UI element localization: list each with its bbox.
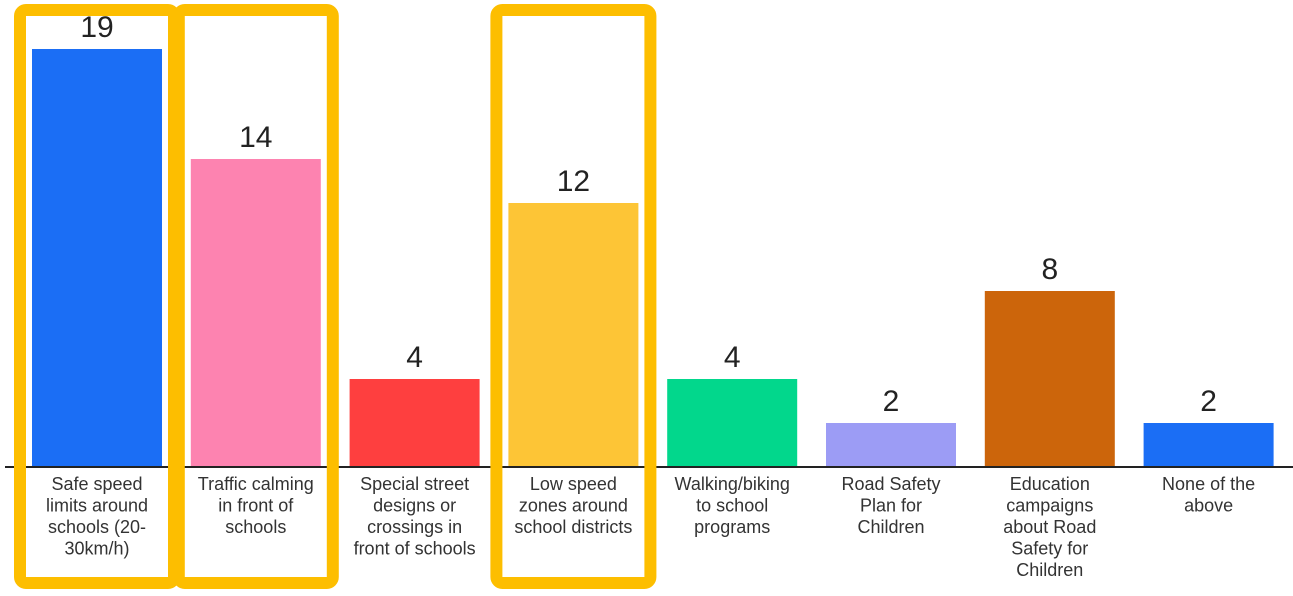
category-label-0: Safe speed limits around schools (20-30km/… bbox=[46, 474, 148, 559]
category-label-5: Road Safety Plan for Children bbox=[841, 474, 940, 537]
bar-4 bbox=[667, 379, 798, 467]
bar-value-label-7: 2 bbox=[1200, 385, 1217, 418]
bar-value-label-5: 2 bbox=[883, 385, 900, 418]
category-label-4: Walking/biking to school programs bbox=[675, 474, 790, 537]
bar-6 bbox=[984, 291, 1115, 467]
category-label-7: None of the above bbox=[1162, 474, 1255, 516]
highlight-group bbox=[14, 4, 657, 589]
bar-value-label-1: 14 bbox=[239, 121, 272, 154]
bar-5 bbox=[826, 423, 956, 467]
category-label-3: Low speed zones around school districts bbox=[514, 474, 632, 537]
bar-value-label-6: 8 bbox=[1041, 253, 1058, 286]
highlight-box-1 bbox=[172, 4, 339, 589]
bar-3 bbox=[508, 203, 639, 467]
highlight-box-2 bbox=[490, 4, 657, 589]
bar-value-label-2: 4 bbox=[406, 341, 423, 374]
category-label-6: Education campaigns about Road Safety for Ch… bbox=[1003, 474, 1096, 580]
bar-2 bbox=[349, 379, 480, 467]
bar-1 bbox=[190, 159, 321, 467]
bar-0 bbox=[32, 49, 162, 467]
bar-7 bbox=[1143, 423, 1274, 467]
bar-value-label-0: 19 bbox=[80, 11, 113, 44]
category-label-1: Traffic calming in front of schools bbox=[198, 474, 314, 537]
bar-value-label-3: 12 bbox=[557, 165, 590, 198]
category-label-2: Special street designs or crossings in fron… bbox=[354, 474, 476, 559]
bars-group bbox=[32, 49, 1274, 467]
bar-value-label-4: 4 bbox=[724, 341, 741, 374]
labels-group: 19 Safe speed limits around schools (20-30k… bbox=[46, 11, 1255, 580]
